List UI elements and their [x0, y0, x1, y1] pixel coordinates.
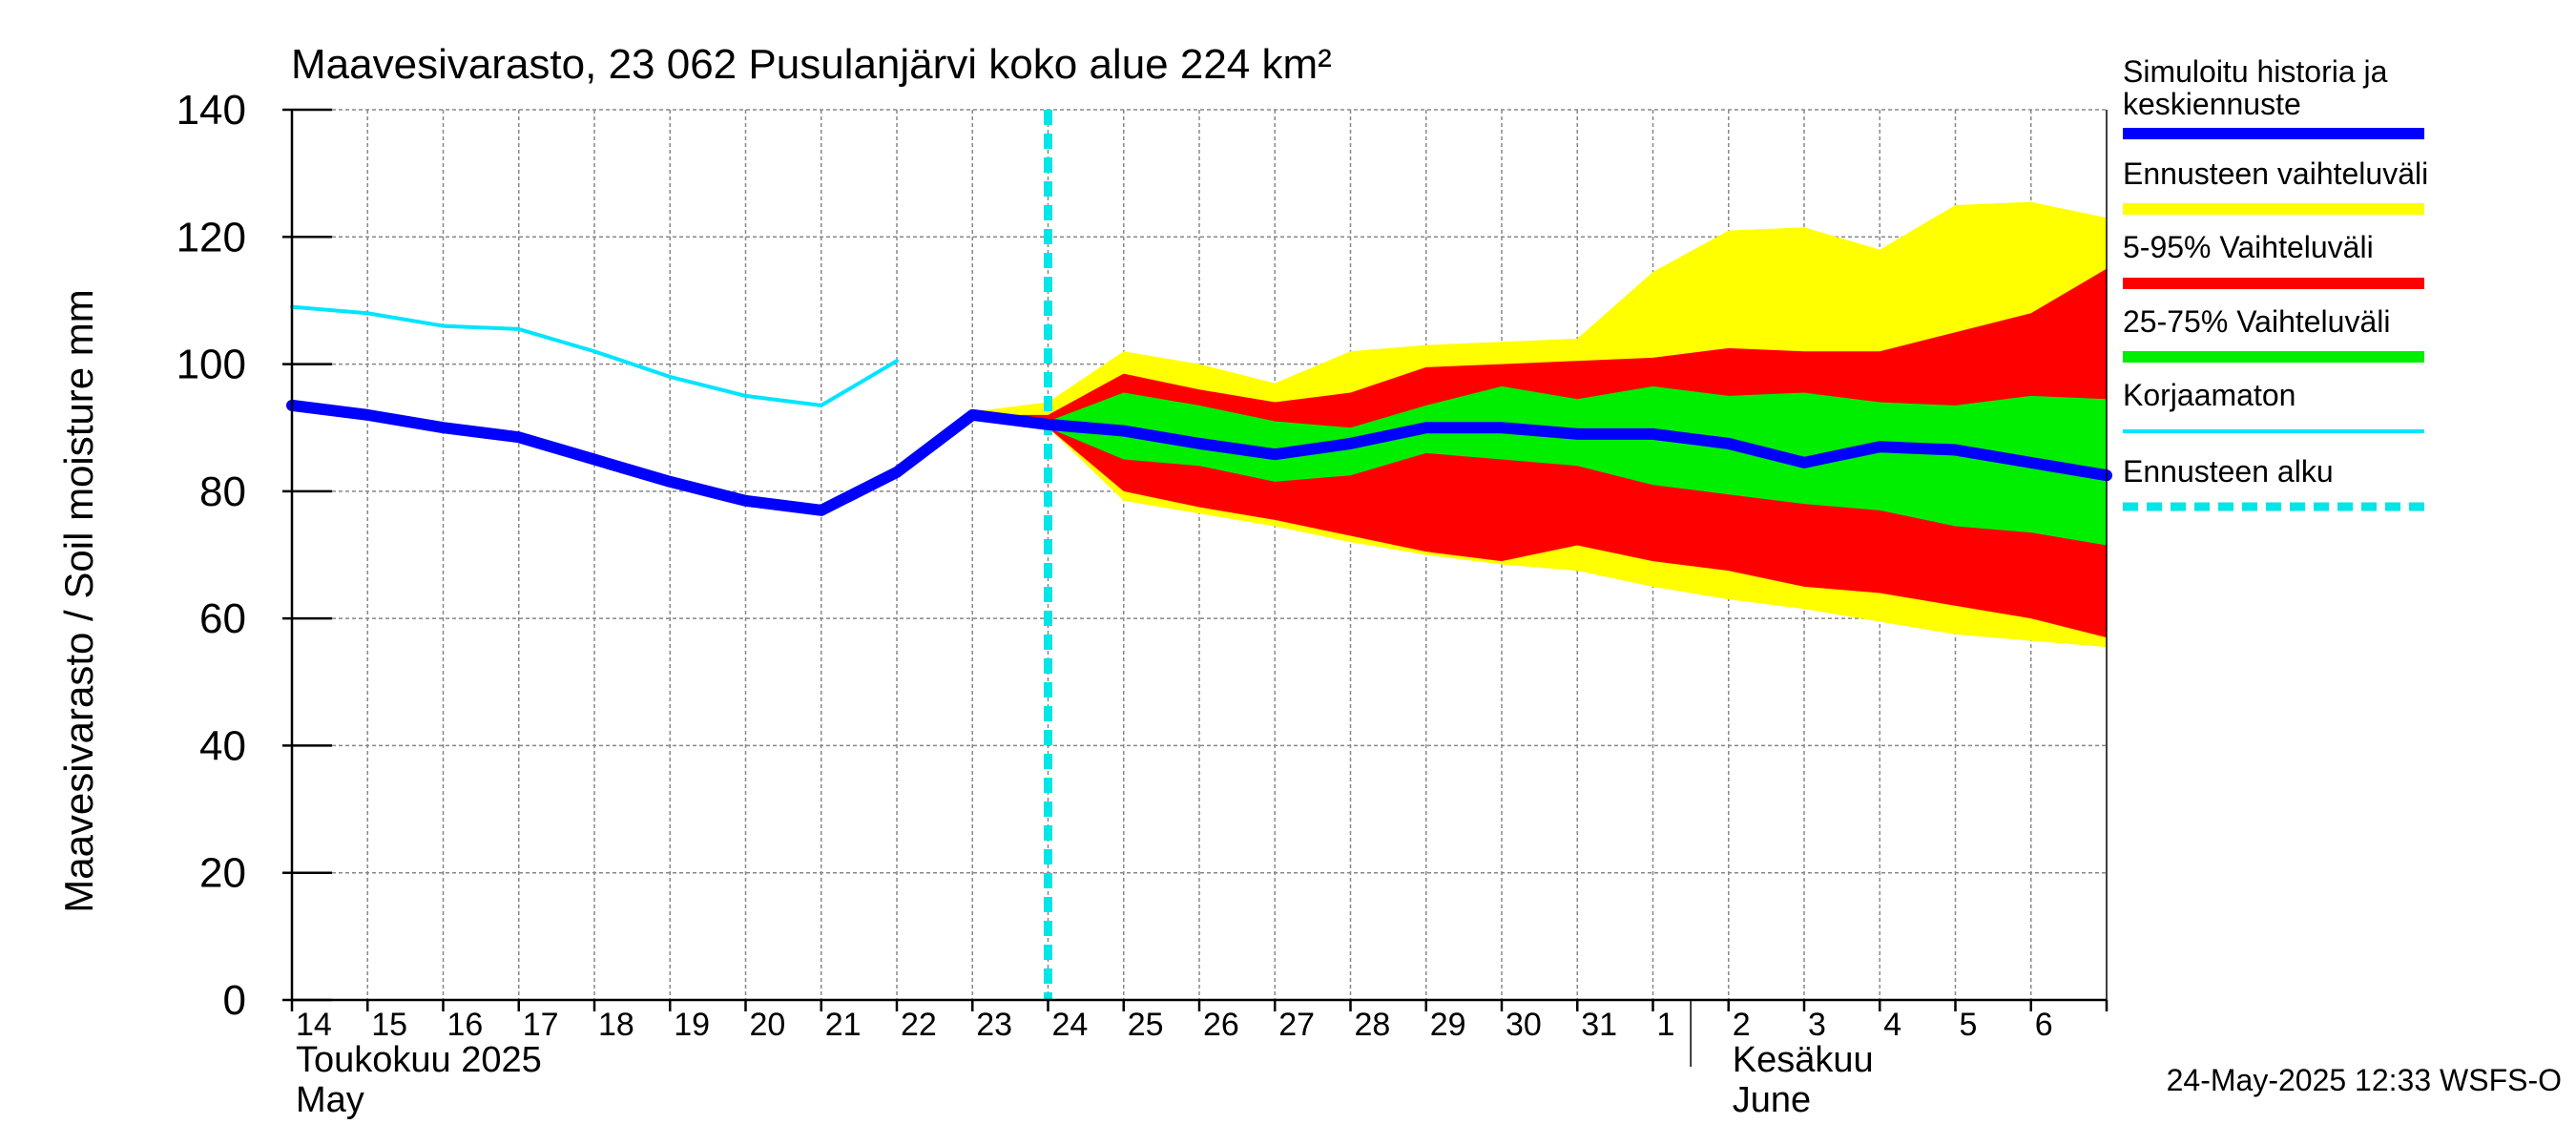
y-axis-label: Maavesivarasto / Soil moisture mm [56, 289, 101, 913]
x-tick-label: 15 [371, 1007, 407, 1043]
x-tick-label: 17 [523, 1007, 559, 1043]
month-label-en: May [296, 1080, 364, 1120]
x-tick-label: 28 [1355, 1007, 1391, 1043]
y-tick-label: 60 [199, 595, 246, 642]
y-tick-label: 20 [199, 850, 246, 897]
legend-label-2: keskiennuste [2123, 87, 2301, 121]
chart-title: Maavesivarasto, 23 062 Pusulanjärvi koko… [291, 41, 1332, 88]
uncorrected-line [290, 304, 899, 407]
x-tick-label: 24 [1052, 1007, 1089, 1043]
month-label: Kesäkuu [1733, 1040, 1874, 1080]
legend-label: Simuloitu historia ja [2123, 54, 2388, 89]
band-25-75 [1048, 385, 2107, 546]
series-lines [286, 110, 2112, 1000]
x-tick-label: 16 [447, 1007, 484, 1043]
legend-label: Ennusteen vaihteluväli [2123, 156, 2428, 191]
x-tick-label: 1 [1657, 1007, 1675, 1043]
x-tick-label: 5 [1960, 1007, 1978, 1043]
legend-label: 5-95% Vaihteluväli [2123, 230, 2374, 264]
x-tick-label: 18 [598, 1007, 634, 1043]
legend-label: Ennusteen alku [2123, 454, 2334, 489]
simulated-median-line [286, 399, 2112, 516]
x-tick-label: 19 [674, 1007, 710, 1043]
x-tick-label: 20 [750, 1007, 786, 1043]
x-tick-label: 27 [1278, 1007, 1315, 1043]
x-tick-label: 22 [901, 1007, 937, 1043]
forecast-bands [972, 201, 2107, 648]
x-tick-label: 23 [976, 1007, 1012, 1043]
month-label-en: June [1733, 1080, 1811, 1120]
y-tick-label: 100 [177, 342, 246, 388]
y-tick-label: 140 [177, 87, 246, 134]
y-tick-label: 40 [199, 722, 246, 769]
x-tick-label: 4 [1883, 1007, 1901, 1043]
x-tick-label: 30 [1506, 1007, 1542, 1043]
x-tick-label: 14 [296, 1007, 332, 1043]
x-tick-label: 2 [1733, 1007, 1751, 1043]
x-tick-label: 26 [1203, 1007, 1239, 1043]
legend-label: Korjaamaton [2123, 378, 2296, 412]
month-label: Toukokuu 2025 [296, 1040, 542, 1080]
x-tick-label: 31 [1581, 1007, 1617, 1043]
timestamp: 24-May-2025 12:33 WSFS-O [2167, 1063, 2562, 1097]
y-tick-label: 0 [223, 977, 246, 1024]
x-tick-label: 21 [825, 1007, 862, 1043]
y-tick-label: 80 [199, 468, 246, 515]
x-tick-label: 6 [2035, 1007, 2053, 1043]
legend-label: 25-75% Vaihteluväli [2123, 304, 2390, 339]
y-tick-label: 120 [177, 214, 246, 260]
x-tick-label: 29 [1430, 1007, 1466, 1043]
x-tick-label: 25 [1128, 1007, 1164, 1043]
x-tick-label: 3 [1808, 1007, 1826, 1043]
